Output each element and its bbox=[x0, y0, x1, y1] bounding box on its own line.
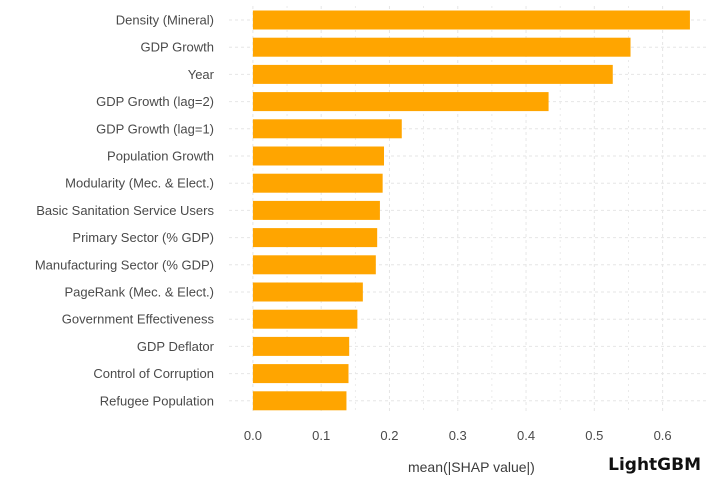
bar bbox=[252, 282, 363, 302]
x-tick-label: 0.3 bbox=[449, 428, 467, 443]
category-label: Modularity (Mec. & Elect.) bbox=[65, 176, 214, 191]
bar bbox=[252, 364, 349, 384]
x-tick-labels: 0.0 0.1 0.2 0.3 0.4 0.5 0.6 bbox=[244, 428, 672, 443]
bar bbox=[252, 309, 358, 329]
category-label: Basic Sanitation Service Users bbox=[36, 203, 214, 218]
bar bbox=[252, 119, 402, 139]
bar bbox=[252, 391, 347, 411]
category-label: PageRank (Mec. & Elect.) bbox=[64, 285, 214, 300]
bar bbox=[252, 64, 613, 84]
bar bbox=[252, 255, 376, 275]
category-label: Manufacturing Sector (% GDP) bbox=[35, 257, 214, 272]
bar bbox=[252, 336, 350, 356]
x-tick-label: 0.1 bbox=[312, 428, 330, 443]
bar bbox=[252, 173, 383, 193]
category-label: Density (Mineral) bbox=[116, 13, 214, 28]
x-tick-label: 0.6 bbox=[654, 428, 672, 443]
bars bbox=[252, 10, 690, 411]
bar bbox=[252, 228, 378, 248]
category-label: Government Effectiveness bbox=[62, 312, 215, 327]
x-tick-label: 0.5 bbox=[585, 428, 603, 443]
x-tick-label: 0.2 bbox=[380, 428, 398, 443]
category-label: Year bbox=[188, 67, 215, 82]
category-label: Primary Sector (% GDP) bbox=[72, 230, 214, 245]
category-label: GDP Deflator bbox=[137, 339, 215, 354]
x-tick-label: 0.0 bbox=[244, 428, 262, 443]
bar bbox=[252, 92, 549, 112]
x-tick-label: 0.4 bbox=[517, 428, 535, 443]
category-label: Control of Corruption bbox=[93, 366, 214, 381]
bar bbox=[252, 200, 380, 220]
category-label: GDP Growth bbox=[141, 40, 214, 55]
x-axis-title: mean(|SHAP value|) bbox=[408, 459, 535, 475]
category-label: Population Growth bbox=[107, 149, 214, 164]
bar bbox=[252, 10, 690, 30]
model-label: LightGBM bbox=[608, 455, 701, 475]
bar bbox=[252, 146, 385, 166]
category-label: GDP Growth (lag=2) bbox=[96, 94, 214, 109]
category-label: Refugee Population bbox=[100, 393, 214, 408]
bar bbox=[252, 37, 631, 57]
category-labels: Density (Mineral) GDP Growth Year GDP Growt… bbox=[35, 13, 215, 409]
category-label: GDP Growth (lag=1) bbox=[96, 121, 214, 136]
